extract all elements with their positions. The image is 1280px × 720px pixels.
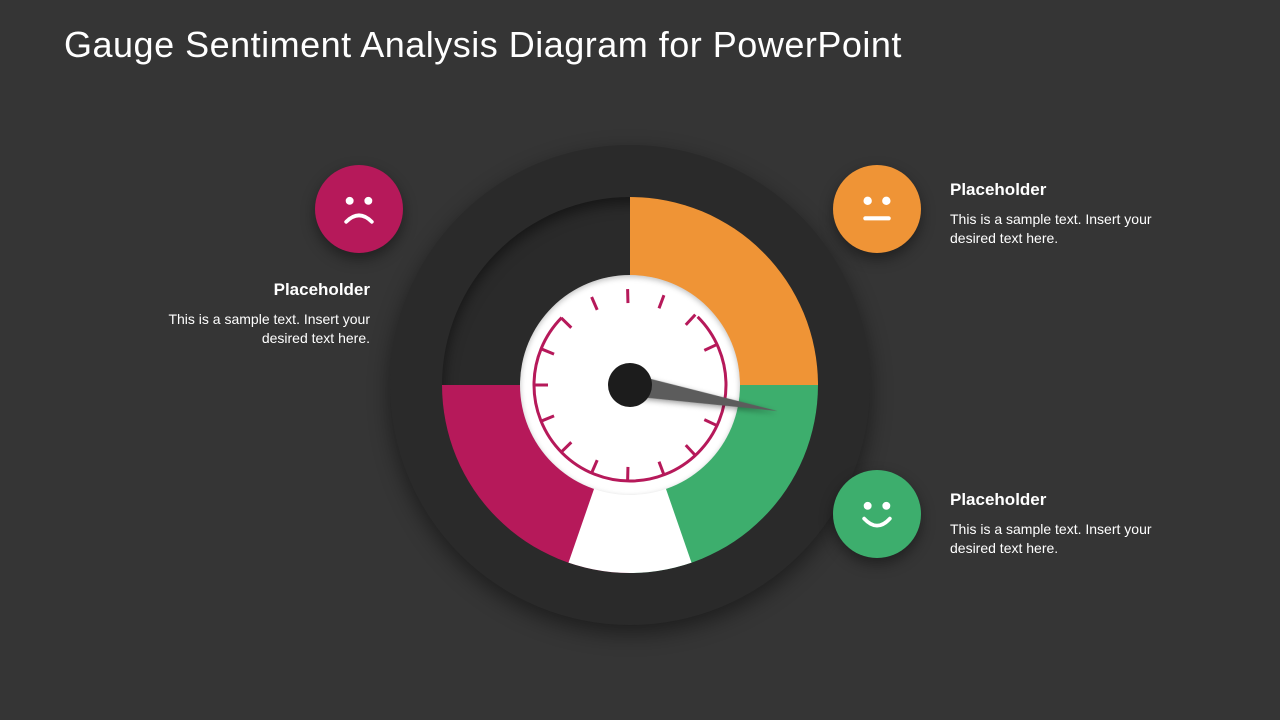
callout-negative: Placeholder This is a sample text. Inser…	[120, 280, 370, 348]
gauge-segments	[442, 197, 818, 573]
gauge-hub	[608, 363, 652, 407]
page-title: Gauge Sentiment Analysis Diagram for Pow…	[64, 24, 902, 66]
callout-heading: Placeholder	[950, 180, 1200, 200]
face-neutral-icon	[833, 165, 921, 253]
callout-positive: Placeholder This is a sample text. Inser…	[950, 490, 1200, 558]
face-happy-icon	[833, 470, 921, 558]
callout-heading: Placeholder	[120, 280, 370, 300]
callout-neutral: Placeholder This is a sample text. Inser…	[950, 180, 1200, 248]
callout-heading: Placeholder	[950, 490, 1200, 510]
callout-body: This is a sample text. Insert your desir…	[950, 210, 1200, 248]
callout-body: This is a sample text. Insert your desir…	[120, 310, 370, 348]
face-sad-icon	[315, 165, 403, 253]
sentiment-gauge	[390, 145, 870, 625]
callout-body: This is a sample text. Insert your desir…	[950, 520, 1200, 558]
